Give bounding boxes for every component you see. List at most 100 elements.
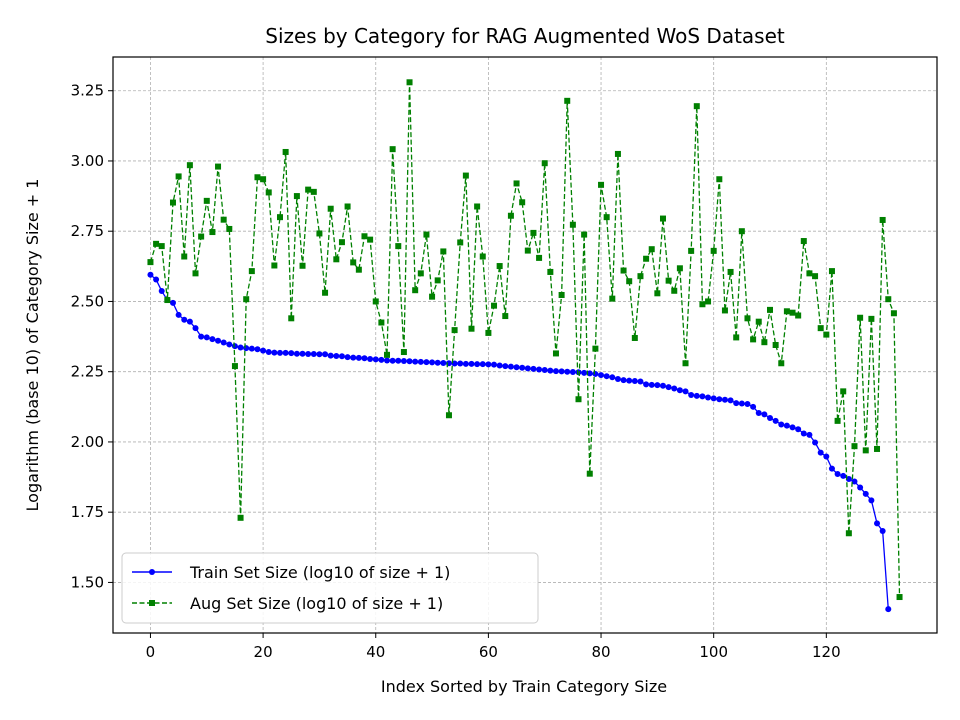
- train-data-point: [868, 497, 875, 504]
- train-data-point: [862, 490, 869, 497]
- train-data-point: [395, 357, 402, 364]
- y-tick-label: 2.00: [71, 433, 104, 451]
- aug-data-point: [643, 255, 650, 262]
- aug-data-point: [778, 360, 785, 367]
- train-data-point: [817, 449, 824, 456]
- aug-data-point: [598, 181, 605, 188]
- aug-data-point: [491, 302, 498, 309]
- train-data-point: [637, 378, 644, 385]
- aug-data-point: [682, 360, 689, 367]
- train-data-point: [738, 400, 745, 407]
- aug-data-point: [614, 150, 621, 157]
- aug-data-point: [260, 176, 267, 183]
- train-data-point: [558, 368, 565, 375]
- train-data-point: [276, 349, 283, 356]
- aug-data-point: [569, 221, 576, 228]
- aug-data-point: [603, 214, 610, 221]
- aug-data-point: [254, 174, 261, 181]
- train-data-point: [474, 361, 481, 368]
- aug-data-point: [755, 318, 762, 325]
- aug-data-point: [857, 314, 864, 321]
- aug-data-point: [361, 233, 368, 240]
- aug-data-point: [496, 263, 503, 270]
- aug-data-point: [845, 530, 852, 537]
- train-data-point: [288, 350, 295, 357]
- train-data-point: [243, 345, 250, 352]
- aug-data-point: [276, 214, 283, 221]
- train-data-point: [327, 352, 334, 359]
- aug-data-point: [806, 270, 813, 277]
- aug-data-point: [468, 325, 475, 332]
- aug-data-point: [417, 270, 424, 277]
- aug-data-point: [288, 315, 295, 322]
- aug-data-point: [372, 298, 379, 305]
- aug-data-point: [626, 278, 633, 285]
- aug-data-point: [519, 199, 526, 206]
- train-data-point: [215, 337, 222, 344]
- train-data-point: [400, 358, 407, 365]
- train-data-point: [620, 377, 627, 384]
- aug-data-point: [175, 173, 182, 180]
- aug-data-point: [429, 293, 436, 300]
- aug-data-point: [665, 277, 672, 284]
- train-data-point: [440, 359, 447, 366]
- aug-data-point: [783, 308, 790, 315]
- train-data-point: [885, 606, 892, 613]
- train-data-point: [479, 361, 486, 368]
- train-data-point: [541, 367, 548, 374]
- aug-data-point: [536, 254, 543, 261]
- aug-data-point: [530, 229, 537, 236]
- train-series: [147, 271, 892, 613]
- train-data-point: [350, 354, 357, 361]
- aug-data-point: [609, 295, 616, 302]
- train-data-point: [237, 344, 244, 351]
- aug-data-point: [575, 396, 582, 403]
- x-tick-label: 40: [366, 643, 385, 661]
- train-data-point: [569, 368, 576, 375]
- train-data-point: [693, 392, 700, 399]
- aug-data-point: [395, 243, 402, 250]
- train-data-point: [727, 397, 734, 404]
- aug-data-point: [558, 291, 565, 298]
- train-data-point: [271, 349, 278, 356]
- legend-train-marker: [149, 569, 155, 575]
- train-data-point: [406, 358, 413, 365]
- train-data-point: [795, 426, 802, 433]
- aug-data-point: [710, 247, 717, 254]
- aug-data-point: [457, 239, 464, 246]
- aug-data-point: [333, 256, 340, 263]
- aug-data-point: [699, 301, 706, 308]
- aug-data-point: [620, 267, 627, 274]
- train-data-point: [705, 394, 712, 401]
- aug-data-point: [248, 268, 255, 275]
- aug-data-point: [153, 240, 160, 247]
- y-tick-label: 2.75: [71, 222, 104, 240]
- train-data-point: [507, 363, 514, 370]
- train-data-point: [648, 381, 655, 388]
- aug-data-point: [885, 296, 892, 303]
- aug-data-point: [367, 236, 374, 243]
- aug-data-point: [485, 329, 492, 336]
- aug-data-point: [693, 103, 700, 110]
- train-data-point: [823, 453, 830, 460]
- aug-data-point: [767, 306, 774, 313]
- series-layer: [147, 79, 903, 613]
- aug-data-point: [400, 349, 407, 356]
- train-data-point: [316, 351, 323, 358]
- train-data-point: [564, 368, 571, 375]
- train-data-point: [682, 388, 689, 395]
- train-data-point: [783, 422, 790, 429]
- aug-data-point: [750, 336, 757, 343]
- train-data-point: [384, 357, 391, 364]
- train-data-point: [198, 333, 205, 340]
- aug-data-point: [423, 231, 430, 238]
- aug-data-point: [671, 287, 678, 294]
- aug-data-point: [158, 243, 165, 250]
- aug-data-point: [592, 345, 599, 352]
- train-data-point: [203, 334, 210, 341]
- train-data-point: [671, 385, 678, 392]
- train-data-point: [434, 359, 441, 366]
- train-data-point: [857, 484, 864, 491]
- train-data-point: [462, 360, 469, 367]
